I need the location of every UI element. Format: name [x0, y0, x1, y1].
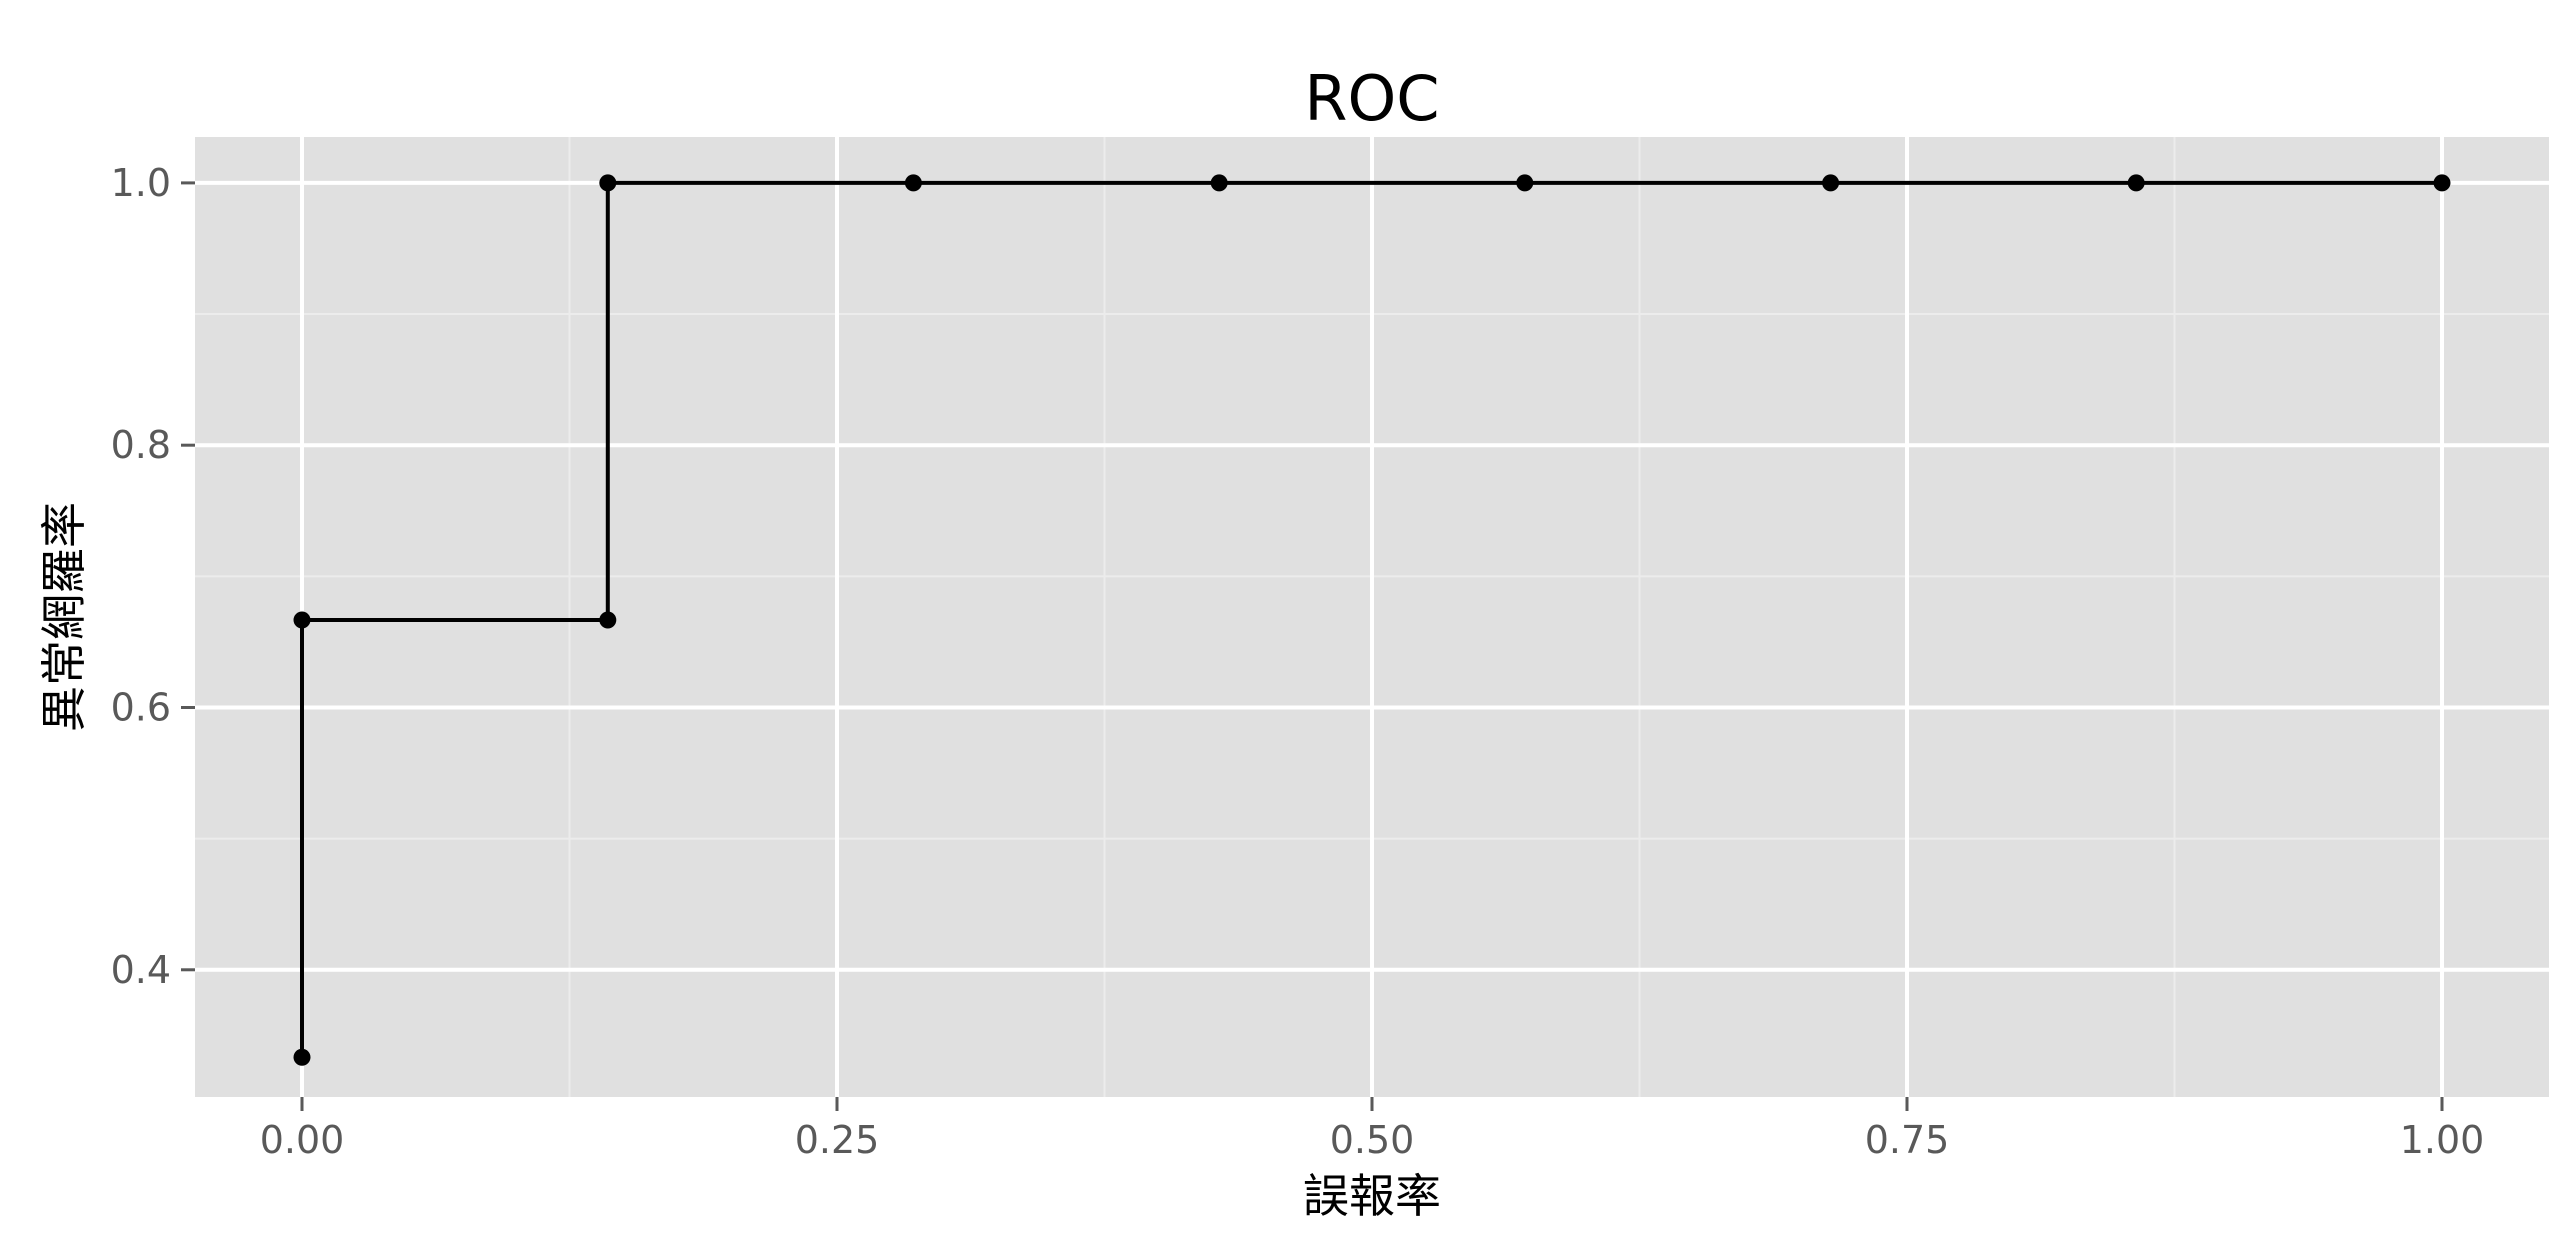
x-axis-ticks: 0.00 0.25 0.50 0.75 1.00: [260, 1097, 2485, 1162]
roc-data-point: [904, 174, 922, 192]
roc-data-point: [2127, 174, 2145, 192]
y-axis-ticks: 0.4 0.6 0.8 1.0: [111, 161, 195, 992]
x-tick-label: 0.00: [260, 1118, 345, 1162]
y-tick-label: 1.0: [111, 161, 171, 205]
roc-data-point: [293, 1048, 311, 1066]
major-gridlines: [195, 137, 2549, 1097]
roc-curve-line: [300, 180, 2442, 1058]
roc-series: [293, 174, 2451, 1066]
roc-data-point: [1822, 174, 1840, 192]
chart-title: ROC: [1304, 62, 1439, 135]
y-tick-label: 0.4: [111, 948, 171, 992]
x-tick-label: 1.00: [2400, 1118, 2485, 1162]
x-tick-label: 0.75: [1865, 1118, 1950, 1162]
roc-data-point: [2433, 174, 2451, 192]
x-tick-label: 0.50: [1330, 1118, 1415, 1162]
roc-data-point: [599, 174, 617, 192]
roc-data-point: [1516, 174, 1534, 192]
x-tick-label: 0.25: [795, 1118, 880, 1162]
roc-data-point: [293, 611, 311, 629]
roc-data-point: [599, 611, 617, 629]
y-tick-label: 0.8: [111, 423, 171, 467]
y-tick-label: 0.6: [111, 685, 171, 729]
roc-data-point: [1210, 174, 1228, 192]
y-axis-title: 異常網羅率: [37, 502, 91, 732]
x-axis-title: 誤報率: [1303, 1169, 1441, 1223]
